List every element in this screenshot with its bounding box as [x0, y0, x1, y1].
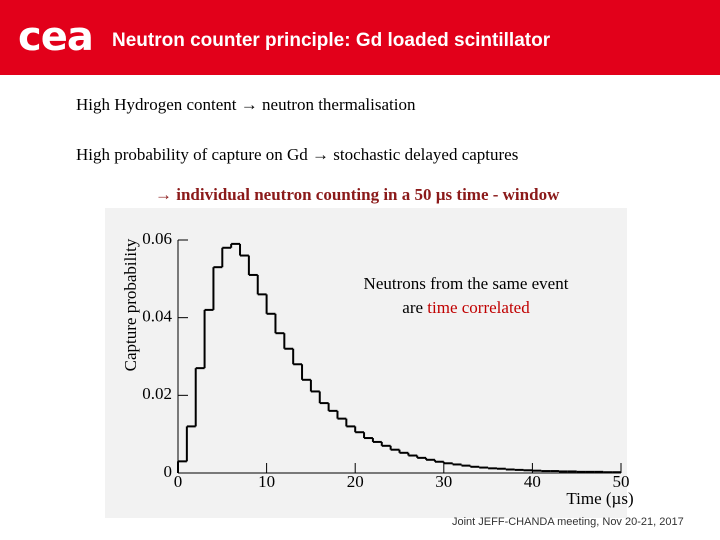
- emphasis: → individual neutron counting in a 50 µs…: [155, 185, 560, 204]
- x-tick-label: 0: [174, 472, 183, 491]
- chart-panel: [105, 208, 627, 518]
- footer: Joint JEFF-CHANDA meeting, Nov 20-21, 20…: [452, 516, 684, 528]
- x-tick-label: 10: [258, 472, 275, 491]
- x-axis-label: Time (µs): [566, 489, 633, 508]
- y-axis-label: Capture probability: [121, 238, 140, 371]
- annotation: Neutrons from the same event: [364, 274, 569, 293]
- y-tick-label: 0.02: [142, 384, 172, 403]
- slide-title: Neutron counter principle: Gd loaded sci…: [112, 30, 551, 51]
- y-tick-label: 0: [164, 462, 173, 481]
- bullet: High probability of capture on Gd → stoc…: [76, 145, 519, 164]
- y-tick-label: 0.06: [142, 229, 172, 248]
- annotation-highlight: time correlated: [427, 298, 530, 317]
- x-tick-label: 30: [435, 472, 452, 491]
- bullet: High Hydrogen content → neutron thermali…: [76, 95, 416, 114]
- x-tick-label: 40: [524, 472, 541, 491]
- logo: cea: [18, 14, 94, 60]
- x-tick-label: 20: [347, 472, 364, 491]
- header-band: cea Neutron counter principle: Gd loaded…: [0, 0, 720, 75]
- x-tick-label: 50: [613, 472, 630, 491]
- annotation: are time correlated: [402, 298, 530, 317]
- annotation-text: are: [402, 298, 427, 317]
- y-tick-label: 0.04: [142, 307, 172, 326]
